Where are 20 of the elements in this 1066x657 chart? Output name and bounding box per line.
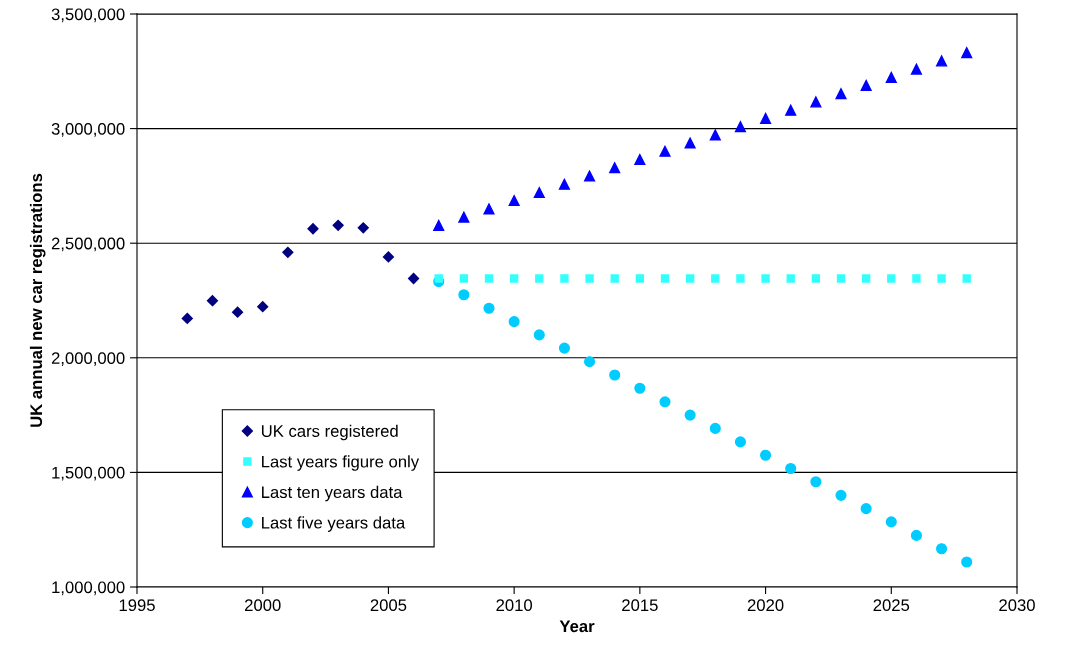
x-tick-label: 2030 — [999, 599, 1035, 612]
y-tick-label: 2,500,000 — [51, 237, 125, 252]
x-tick-label: 1995 — [119, 599, 155, 612]
x-axis-title: Year — [559, 620, 595, 633]
y-tick-label: 3,000,000 — [51, 123, 125, 137]
y-tick-label: 1,000,000 — [52, 581, 125, 596]
y-tick-label: 2,000,000 — [51, 352, 125, 366]
x-tick-label: 2000 — [245, 599, 281, 612]
legend-label: Last five years data — [262, 516, 406, 532]
x-tick-label: 2005 — [370, 599, 407, 612]
x-tick-label: 2015 — [622, 599, 658, 612]
x-tick-label: 2010 — [496, 599, 533, 612]
y-tick-label: 1,500,000 — [52, 466, 125, 481]
x-tick-label: 2025 — [873, 599, 910, 612]
x-tick-label: 2020 — [747, 599, 784, 612]
legend-label: Last years figure only — [262, 455, 420, 471]
legend-label: UK cars registered — [261, 424, 398, 441]
y-tick-label: 3,500,000 — [51, 8, 125, 23]
legend-label: Last ten years data — [262, 485, 403, 502]
y-axis-title: UK annual new car registrations — [29, 173, 46, 427]
